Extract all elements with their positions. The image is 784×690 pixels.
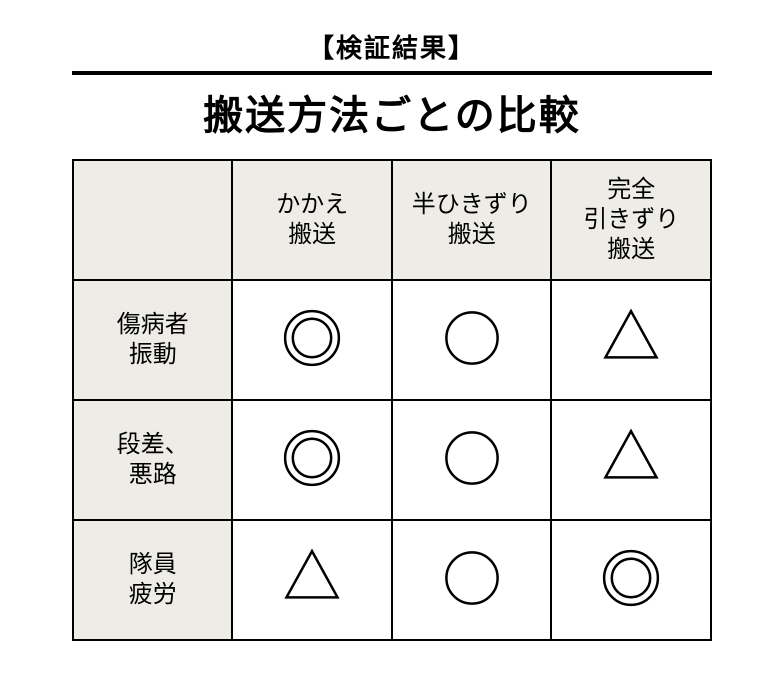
cell-1-0 [232, 400, 392, 520]
cell-0-2 [551, 280, 711, 400]
row-header-2: 隊員疲労 [73, 520, 232, 640]
col-header-0: かかえ搬送 [232, 160, 392, 280]
corner-cell [73, 160, 232, 280]
circle-icon [440, 546, 504, 610]
double-circle-icon [280, 306, 344, 370]
main-title: 搬送方法ごとの比較 [203, 83, 581, 141]
supertitle: 【検証結果】 [308, 28, 476, 65]
cell-1-1 [392, 400, 552, 520]
row-header-1: 段差、悪路 [73, 400, 232, 520]
comparison-table: かかえ搬送 半ひきずり搬送 完全引きずり搬送 傷病者振動段差、悪路隊員疲労 [72, 159, 712, 641]
cell-2-2 [551, 520, 711, 640]
triangle-icon [599, 426, 663, 490]
cell-1-2 [551, 400, 711, 520]
double-circle-icon [280, 426, 344, 490]
double-circle-icon [599, 546, 663, 610]
table-row: 隊員疲労 [73, 520, 711, 640]
divider [72, 71, 712, 75]
triangle-icon [599, 306, 663, 370]
col-header-1: 半ひきずり搬送 [392, 160, 552, 280]
row-header-0: 傷病者振動 [73, 280, 232, 400]
circle-icon [440, 306, 504, 370]
cell-2-1 [392, 520, 552, 640]
triangle-icon [280, 546, 344, 610]
circle-icon [440, 426, 504, 490]
col-header-2: 完全引きずり搬送 [551, 160, 711, 280]
cell-0-0 [232, 280, 392, 400]
table-body: 傷病者振動段差、悪路隊員疲労 [73, 280, 711, 640]
table-row: 傷病者振動 [73, 280, 711, 400]
cell-2-0 [232, 520, 392, 640]
table-row: 段差、悪路 [73, 400, 711, 520]
cell-0-1 [392, 280, 552, 400]
